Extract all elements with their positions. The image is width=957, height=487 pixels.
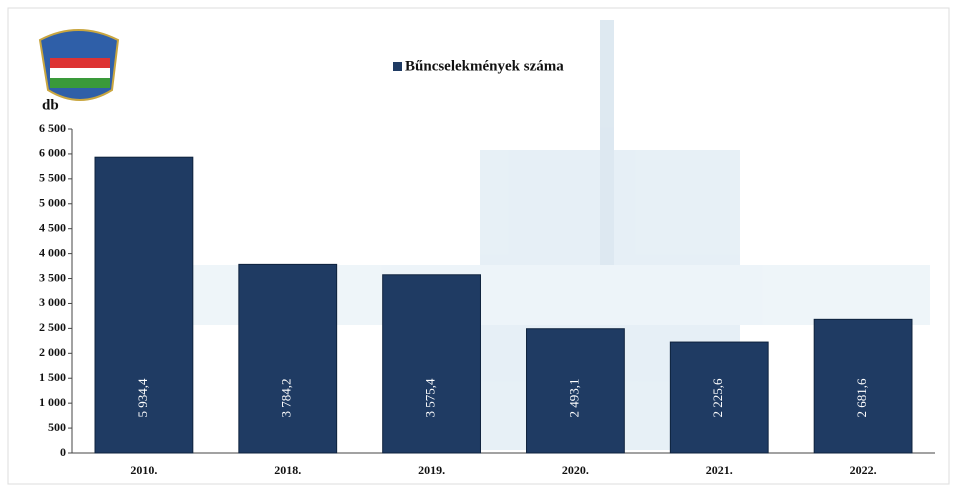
bar xyxy=(94,156,194,454)
legend-swatch xyxy=(393,62,402,71)
y-tick-label: 3 000 xyxy=(39,295,66,309)
value-label: 3 575,4 xyxy=(423,378,438,418)
value-label: 3 784,2 xyxy=(279,379,294,418)
x-tick-label: 2021. xyxy=(706,463,733,477)
y-tick-label: 3 500 xyxy=(39,270,66,284)
legend-label: Bűncselekmények száma xyxy=(405,58,564,74)
value-label: 2 681,6 xyxy=(854,378,869,418)
bar xyxy=(382,274,481,454)
y-tick-label: 6 500 xyxy=(39,121,66,135)
x-tick-label: 2010. xyxy=(130,463,157,477)
x-tick-label: 2019. xyxy=(418,463,445,477)
y-tick-label: 500 xyxy=(48,420,66,434)
value-label: 2 493,1 xyxy=(566,379,581,418)
x-tick-label: 2022. xyxy=(850,463,877,477)
bar xyxy=(669,341,769,454)
logo xyxy=(38,29,120,101)
y-axis-label: db xyxy=(42,97,59,113)
x-tick-label: 2018. xyxy=(274,463,301,477)
y-tick-label: 2 000 xyxy=(39,345,66,359)
y-tick-label: 4 500 xyxy=(39,220,66,234)
y-tick-label: 5 000 xyxy=(39,196,66,210)
bar xyxy=(526,328,625,454)
y-tick-label: 4 000 xyxy=(39,245,66,259)
value-label: 2 225,6 xyxy=(710,378,725,418)
y-tick-label: 1 000 xyxy=(39,395,66,409)
x-tick-label: 2020. xyxy=(562,463,589,477)
bar xyxy=(813,318,913,454)
y-tick-label: 6 000 xyxy=(39,146,66,160)
y-tick-label: 5 500 xyxy=(39,171,66,185)
bar xyxy=(238,263,338,454)
y-tick-label: 0 xyxy=(60,445,66,459)
y-tick-label: 2 500 xyxy=(39,320,66,334)
y-tick-label: 1 500 xyxy=(39,370,66,384)
value-label: 5 934,4 xyxy=(135,378,150,418)
